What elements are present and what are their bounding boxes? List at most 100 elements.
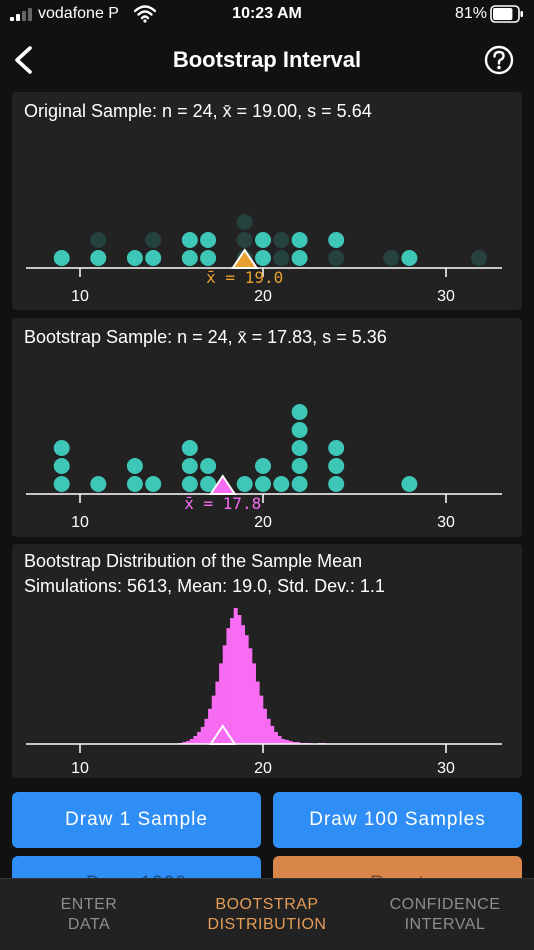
dot-5 xyxy=(145,232,162,248)
navigation-bar: Bootstrap Interval xyxy=(0,30,534,90)
dot-4 xyxy=(145,250,162,266)
distribution-heading-line1: Bootstrap Distribution of the Sample Mea… xyxy=(24,551,363,571)
dot-14 xyxy=(255,232,271,248)
distribution-heading-line2: Simulations: 5613, Mean: 19.0, Std. Dev.… xyxy=(24,576,385,596)
histogram-bar-21 xyxy=(255,681,260,744)
dot-21 xyxy=(383,250,400,266)
bootstrap-sample-heading: Bootstrap Sample: n = 24, x̄ = 17.83, s … xyxy=(24,327,387,347)
histogram-bar-27 xyxy=(277,735,282,744)
dot-16 xyxy=(291,476,308,492)
dot-18 xyxy=(291,440,308,456)
dot-8 xyxy=(181,458,198,474)
dot-23 xyxy=(470,250,487,266)
dot-17 xyxy=(291,250,308,266)
dot-0 xyxy=(53,250,70,266)
histogram-bar-7 xyxy=(204,718,209,744)
tick-label-10: 10 xyxy=(71,760,89,777)
bootstrap-distribution-panel: Bootstrap Distribution of the Sample Mea… xyxy=(12,544,522,778)
histogram-bar-14 xyxy=(230,618,235,744)
dot-16 xyxy=(273,232,290,248)
dot-3 xyxy=(90,476,107,492)
dot-3 xyxy=(126,250,143,266)
histogram-bar-23 xyxy=(263,708,267,744)
mean-marker xyxy=(208,474,237,495)
dot-10 xyxy=(200,476,217,492)
dot-6 xyxy=(145,476,162,492)
dot-0 xyxy=(53,476,70,492)
tick-label-30: 30 xyxy=(437,514,455,531)
dot-4 xyxy=(126,476,143,492)
tab-bootstrap-distribution[interactable]: BOOTSTRAP DISTRIBUTION xyxy=(178,879,356,950)
dot-8 xyxy=(200,250,217,266)
histogram-bar-19 xyxy=(248,648,253,744)
histogram-bar-9 xyxy=(211,695,216,744)
bootstrap-distribution-histogram: 10 20 30 xyxy=(26,608,502,777)
question-circle-icon xyxy=(484,45,514,75)
draw-1-sample-button[interactable]: Draw 1 Sample xyxy=(12,792,261,848)
tick-label-30: 30 xyxy=(437,760,455,777)
tab-enter-data[interactable]: ENTER DATA xyxy=(0,879,178,950)
dot-21 xyxy=(328,476,345,492)
dot-20 xyxy=(328,232,345,248)
status-bar: vodafone P 10:23 AM 81% xyxy=(0,0,534,30)
dot-11 xyxy=(200,458,217,474)
dot-9 xyxy=(200,232,217,248)
histogram-bar-20 xyxy=(252,663,256,744)
histogram-bar-2 xyxy=(186,740,191,744)
current-mean-marker xyxy=(208,724,237,745)
dot-15 xyxy=(273,250,290,266)
dot-2 xyxy=(90,232,107,248)
dot-11 xyxy=(236,232,253,248)
histogram-bar-32 xyxy=(295,741,300,744)
dot-1 xyxy=(53,458,70,474)
axis-ticks xyxy=(79,494,447,503)
dot-2 xyxy=(53,440,70,456)
tab-confidence-interval[interactable]: CONFIDENCE INTERVAL xyxy=(356,879,534,950)
battery-icon xyxy=(490,5,523,23)
tab-bar: ENTER DATA BOOTSTRAP DISTRIBUTION CONFID… xyxy=(0,878,534,950)
dot-18 xyxy=(291,232,308,248)
dot-22 xyxy=(401,250,418,266)
histogram-bar-29 xyxy=(284,739,289,744)
dot-5 xyxy=(126,458,143,474)
tab-label-line2: INTERVAL xyxy=(404,916,486,933)
histogram-bar-12 xyxy=(222,645,227,744)
dots xyxy=(53,404,418,492)
axis-ticks xyxy=(79,268,447,277)
histogram-bar-22 xyxy=(259,695,264,744)
histogram-bars xyxy=(178,608,326,744)
histogram-bar-28 xyxy=(281,738,286,744)
tick-label-10: 10 xyxy=(71,514,89,531)
dot-12 xyxy=(236,476,253,492)
dot-14 xyxy=(255,458,271,474)
status-time: 10:23 AM xyxy=(232,5,302,22)
dot-19 xyxy=(291,422,308,438)
tab-label-line2: DISTRIBUTION xyxy=(207,916,327,933)
tab-label-line1: CONFIDENCE xyxy=(389,896,501,913)
draw-100-samples-button[interactable]: Draw 100 Samples xyxy=(273,792,522,848)
dot-24 xyxy=(401,476,418,492)
dot-13 xyxy=(255,476,271,492)
bootstrap-sample-panel: Bootstrap Sample: n = 24, x̄ = 17.83, s … xyxy=(12,318,522,537)
original-sample-panel: Original Sample: n = 24, x̄ = 19.00, s =… xyxy=(12,92,522,310)
dot-1 xyxy=(90,250,107,266)
tick-label-30: 30 xyxy=(437,288,455,305)
axis-ticks xyxy=(79,744,447,753)
dot-20 xyxy=(291,404,308,420)
original-sample-heading: Original Sample: n = 24, x̄ = 19.00, s =… xyxy=(24,101,372,121)
help-button[interactable] xyxy=(484,45,514,75)
dot-13 xyxy=(255,250,271,266)
back-button[interactable] xyxy=(8,42,38,78)
mean-label: x̄ = 19.0 xyxy=(206,268,283,287)
bootstrap-sample-dotplot: x̄ = 17.8 10 20 30 xyxy=(26,404,502,531)
histogram-bar-8 xyxy=(208,708,213,744)
chevron-left-icon xyxy=(15,46,32,74)
carrier-name: vodafone P xyxy=(38,5,119,22)
dot-12 xyxy=(236,214,253,230)
histogram-bar-15 xyxy=(233,608,238,744)
tab-label-line1: ENTER xyxy=(60,896,118,913)
histogram-bar-13 xyxy=(226,628,231,744)
dot-7 xyxy=(181,476,198,492)
tab-label-line1: BOOTSTRAP xyxy=(215,896,319,913)
dot-7 xyxy=(181,232,198,248)
